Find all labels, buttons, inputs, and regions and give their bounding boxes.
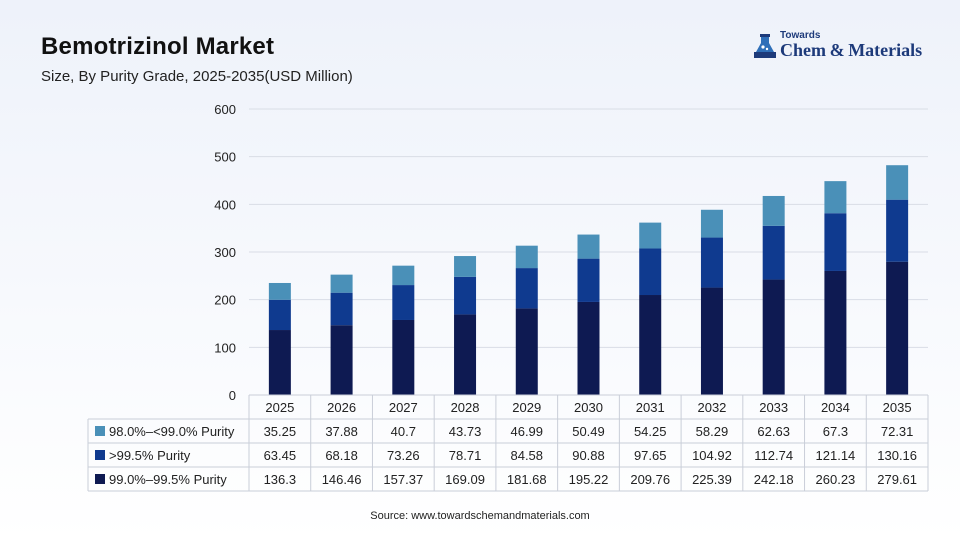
chart-subtitle: Size, By Purity Grade, 2025-2035(USD Mil… [41,68,353,85]
data-label: 242.18 [754,472,794,487]
data-label: 40.7 [391,424,416,439]
flask-logo-icon [754,34,776,58]
x-tick-label: 2032 [697,400,726,415]
data-label: 58.29 [696,424,729,439]
bar-segment [639,222,662,249]
data-label: 73.26 [387,448,420,463]
data-label: 67.3 [823,424,848,439]
bar-segment [454,314,477,395]
bar-segment [577,258,600,302]
data-label: 136.3 [264,472,297,487]
data-label: 279.61 [877,472,917,487]
data-label: 104.92 [692,448,732,463]
brand-logo: Towards Chem & Materials [752,30,932,62]
data-label: 68.18 [325,448,358,463]
data-label: 209.76 [630,472,670,487]
data-label: 62.63 [757,424,790,439]
bar-segment [577,234,600,259]
data-label: 35.25 [264,424,297,439]
bar-segment [330,274,353,293]
legend-label: 99.0%–99.5% Purity [109,472,227,487]
bar-segment [454,276,477,315]
y-tick-label: 500 [214,150,236,165]
data-label: 195.22 [569,472,609,487]
x-tick-label: 2029 [512,400,541,415]
bar-segment [762,279,785,395]
data-label: 169.09 [445,472,485,487]
logo-small-text: Towards [780,30,821,41]
x-tick-label: 2027 [389,400,418,415]
bar-segment [762,225,785,280]
bar-segment [639,295,662,395]
bar-segment [700,287,723,395]
chart-title: Bemotrizinol Market [41,33,275,60]
x-tick-label: 2034 [821,400,850,415]
data-label: 50.49 [572,424,605,439]
bar-segment [515,308,538,395]
data-label: 54.25 [634,424,667,439]
data-label: 43.73 [449,424,482,439]
data-label: 72.31 [881,424,914,439]
y-tick-label: 100 [214,340,236,355]
bar-segment [824,213,847,271]
data-label: 225.39 [692,472,732,487]
bar-segment [824,181,847,214]
data-label: 37.88 [325,424,358,439]
bar-segment [886,261,909,395]
bar-segment [824,270,847,395]
bar-segment [268,330,291,395]
bar-segment [330,292,353,326]
bar-segment [700,209,723,238]
legend-label: >99.5% Purity [109,448,191,463]
data-label: 78.71 [449,448,482,463]
x-tick-label: 2031 [636,400,665,415]
bar-segment [392,265,415,286]
bar-segment [515,268,538,309]
data-label: 260.23 [816,472,856,487]
bar-segment [762,195,785,226]
y-tick-label: 300 [214,245,236,260]
x-tick-label: 2028 [451,400,480,415]
bar-segment [392,285,415,320]
bar-segment [330,325,353,395]
bar-segment [886,199,909,262]
bar-segment [454,256,477,277]
data-label: 157.37 [383,472,423,487]
bar-segment [577,301,600,395]
source-note: Source: www.towardschemandmaterials.com [370,510,590,522]
bar-segment [700,237,723,288]
bar-segment [639,248,662,296]
y-tick-label: 0 [229,388,236,403]
legend-label: 98.0%–<99.0% Purity [109,424,235,439]
legend-swatch [95,474,105,484]
data-label: 181.68 [507,472,547,487]
data-label: 84.58 [510,448,543,463]
x-tick-label: 2025 [265,400,294,415]
bar-segment [268,299,291,331]
legend-swatch [95,450,105,460]
legend-swatch [95,426,105,436]
bar-segment [392,319,415,395]
data-label: 63.45 [264,448,297,463]
y-tick-label: 400 [214,197,236,212]
data-label: 121.14 [816,448,856,463]
x-tick-label: 2026 [327,400,356,415]
data-label: 97.65 [634,448,667,463]
data-label: 46.99 [510,424,543,439]
x-tick-label: 2030 [574,400,603,415]
y-tick-label: 600 [214,102,236,117]
logo-brand-text: Chem & Materials [780,40,923,60]
data-label: 112.74 [754,448,793,463]
bar-segment [886,165,909,200]
y-tick-label: 200 [214,293,236,308]
bar-segment [268,282,291,300]
data-label: 90.88 [572,448,605,463]
data-label: 146.46 [322,472,362,487]
x-tick-label: 2033 [759,400,788,415]
x-tick-label: 2035 [883,400,912,415]
data-label: 130.16 [877,448,917,463]
bar-segment [515,245,538,269]
